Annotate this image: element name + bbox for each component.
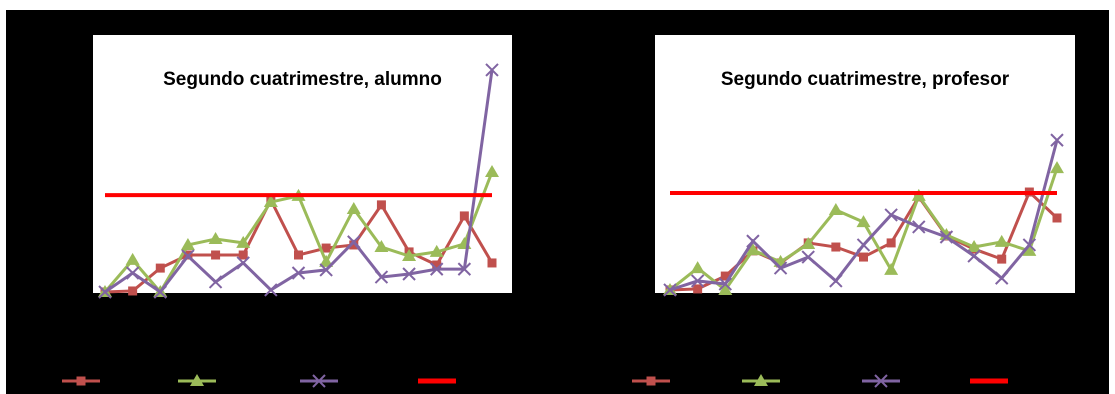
marker: [720, 271, 730, 281]
marker: [180, 237, 195, 250]
marker: [1050, 161, 1064, 174]
marker: [291, 266, 306, 280]
marker: [125, 252, 140, 265]
marker: [690, 274, 705, 288]
marker: [886, 238, 896, 248]
marker: [994, 234, 1009, 247]
marker: [485, 164, 499, 177]
marker: [939, 230, 954, 244]
marker: [831, 242, 841, 252]
marker: [319, 263, 333, 277]
marker: [856, 215, 871, 228]
marker: [1022, 243, 1037, 256]
marker: [718, 277, 732, 291]
legend-marker: [754, 374, 768, 386]
marker: [321, 243, 331, 253]
marker: [211, 250, 221, 260]
marker: [349, 240, 359, 250]
marker: [181, 249, 195, 263]
marker: [690, 261, 705, 274]
marker: [430, 262, 444, 276]
marker: [155, 263, 165, 273]
marker: [745, 243, 760, 256]
marker: [376, 200, 386, 210]
marker: [429, 244, 444, 257]
marker: [997, 254, 1007, 264]
marker: [485, 63, 499, 77]
marker: [402, 249, 417, 262]
marker: [801, 250, 815, 264]
marker: [967, 249, 981, 263]
marker: [459, 211, 469, 221]
marker: [801, 236, 816, 249]
marker: [773, 261, 788, 275]
marker: [859, 252, 868, 262]
marker: [125, 266, 140, 280]
marker: [1052, 213, 1062, 223]
marker: [884, 262, 899, 275]
marker: [346, 201, 361, 214]
legend-marker: [312, 374, 326, 388]
marker: [208, 275, 223, 289]
marker: [128, 286, 138, 296]
marker: [884, 208, 898, 222]
marker: [236, 235, 251, 248]
marker: [1022, 238, 1037, 252]
marker: [402, 267, 416, 281]
legend-marker: [76, 376, 86, 386]
marker: [856, 238, 871, 252]
marker: [153, 285, 167, 299]
legend-marker: [874, 374, 888, 388]
marker: [1050, 133, 1064, 147]
marker: [912, 220, 926, 234]
chart-title: Segundo cuatrimestre, profesor: [721, 69, 1010, 90]
marker: [236, 256, 250, 270]
marker: [967, 240, 982, 253]
marker: [98, 285, 112, 299]
marker: [319, 254, 334, 267]
marker: [693, 284, 703, 294]
marker: [208, 232, 223, 245]
marker: [294, 250, 303, 260]
marker: [663, 283, 677, 297]
marker: [718, 282, 733, 295]
marker: [746, 234, 760, 248]
legend-marker: [646, 376, 656, 386]
marker: [374, 270, 389, 284]
marker: [457, 262, 472, 276]
legend-marker: [190, 374, 204, 386]
marker: [828, 203, 843, 216]
marker: [263, 195, 278, 208]
marker: [347, 235, 361, 249]
marker: [264, 283, 278, 297]
marker: [238, 250, 248, 260]
marker: [995, 271, 1009, 285]
marker: [487, 258, 497, 268]
marker: [432, 260, 442, 270]
marker: [374, 240, 389, 253]
marker: [829, 274, 843, 288]
chart-title: Segundo cuatrimestre, alumno: [163, 69, 442, 90]
